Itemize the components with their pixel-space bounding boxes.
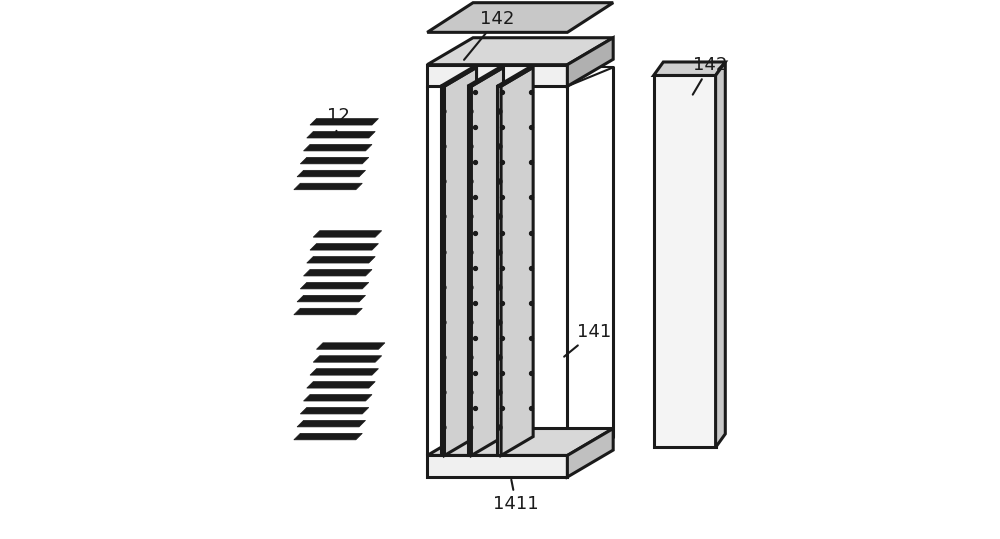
Polygon shape <box>307 382 375 388</box>
Polygon shape <box>300 157 369 164</box>
Polygon shape <box>300 407 369 414</box>
Polygon shape <box>297 170 366 177</box>
Polygon shape <box>501 67 533 455</box>
Polygon shape <box>297 420 366 427</box>
Polygon shape <box>654 75 716 447</box>
Text: 12: 12 <box>327 107 350 135</box>
Polygon shape <box>294 433 362 440</box>
Polygon shape <box>300 282 369 289</box>
Polygon shape <box>471 67 504 455</box>
Polygon shape <box>654 62 725 75</box>
Polygon shape <box>313 231 382 237</box>
Polygon shape <box>313 356 382 362</box>
Polygon shape <box>427 429 613 455</box>
Polygon shape <box>297 295 366 302</box>
Polygon shape <box>497 86 501 455</box>
Polygon shape <box>294 308 362 315</box>
Polygon shape <box>310 244 378 250</box>
Polygon shape <box>294 183 362 190</box>
Polygon shape <box>310 369 378 375</box>
Polygon shape <box>307 132 375 138</box>
Text: 1411: 1411 <box>493 480 539 513</box>
Polygon shape <box>716 62 725 447</box>
Polygon shape <box>304 270 372 276</box>
Polygon shape <box>567 429 613 477</box>
Polygon shape <box>427 65 567 86</box>
Polygon shape <box>567 38 613 86</box>
Text: 142: 142 <box>464 10 514 60</box>
Polygon shape <box>427 38 613 65</box>
Polygon shape <box>316 343 385 349</box>
Polygon shape <box>307 257 375 263</box>
Polygon shape <box>304 144 372 151</box>
Polygon shape <box>427 3 613 32</box>
Polygon shape <box>468 86 471 455</box>
Polygon shape <box>427 455 567 477</box>
Polygon shape <box>444 67 477 455</box>
Text: 141: 141 <box>564 323 611 357</box>
Polygon shape <box>441 86 444 455</box>
Text: 142: 142 <box>693 56 727 95</box>
Polygon shape <box>497 67 533 86</box>
Polygon shape <box>304 395 372 401</box>
Polygon shape <box>441 67 477 86</box>
Polygon shape <box>468 67 504 86</box>
Polygon shape <box>310 119 378 125</box>
